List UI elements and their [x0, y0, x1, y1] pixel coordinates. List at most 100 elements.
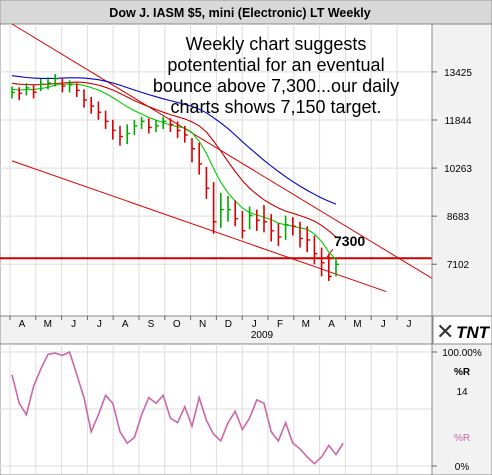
price-bar	[191, 138, 195, 163]
price-bar	[327, 253, 332, 282]
price-bar	[220, 192, 224, 228]
price-bar	[83, 89, 87, 108]
trendlines	[11, 23, 445, 293]
trendline-lower	[11, 160, 387, 293]
price-y-axis	[431, 23, 492, 317]
price-bar	[47, 77, 51, 90]
annotation-line: Weekly chart suggests	[186, 34, 367, 54]
price-bar	[162, 116, 167, 129]
price-bar	[140, 116, 145, 129]
price-bar	[212, 182, 217, 234]
price-bar	[54, 74, 59, 87]
trendline-upper	[11, 23, 445, 287]
x-tick-label: F	[277, 319, 283, 330]
price-bar	[18, 87, 23, 101]
price-bar	[184, 125, 188, 143]
price-bar	[270, 214, 275, 242]
price-y-ticks: 13425 11844 10263 8683 7102	[432, 68, 472, 271]
price-bar	[255, 209, 260, 231]
price-tick-label: 10263	[444, 164, 472, 175]
indicator-y-ticks: 100.00% %R 14 %R 0%	[432, 348, 482, 473]
price-bar	[176, 121, 181, 139]
indicator-gridlines	[0, 344, 432, 475]
price-bar	[299, 221, 303, 248]
tnt-logo: ✕ TNT	[432, 315, 492, 345]
x-tick-label: J	[252, 319, 257, 330]
price-bar	[148, 118, 152, 134]
price-tick-label: 7102	[447, 260, 470, 271]
x-tick-label: M	[44, 319, 52, 330]
price-bar	[205, 166, 210, 199]
indicator-tick-label: %R	[454, 433, 470, 444]
x-tick-label: A	[122, 319, 129, 330]
moving-averages	[11, 75, 337, 261]
ma-fast-line	[11, 83, 337, 261]
price-bar	[248, 206, 253, 230]
price-bar	[61, 78, 66, 93]
x-tick-label: M	[302, 319, 310, 330]
price-gridlines	[0, 24, 432, 316]
price-bar	[133, 119, 138, 136]
price-bar	[119, 125, 123, 146]
price-bar	[155, 119, 159, 132]
price-bar	[284, 215, 289, 240]
x-tick-label: N	[199, 319, 206, 330]
x-tick-label: J	[407, 319, 412, 330]
ma-slow-line	[11, 75, 337, 205]
price-bar	[169, 118, 174, 132]
price-bar	[39, 78, 44, 91]
williams-r-line	[11, 350, 344, 465]
price-bar	[263, 204, 267, 233]
price-bar	[277, 223, 282, 247]
indicator-tick-label: 100.00%	[442, 348, 482, 359]
price-bar	[320, 247, 325, 277]
price-bar	[234, 200, 239, 227]
annotation-line: charts shows 7,150 target.	[170, 97, 381, 117]
price-bar	[11, 86, 15, 99]
price-bar	[306, 226, 311, 253]
ma-mid-line	[11, 81, 337, 238]
annotation-line: bounce above 7,300...our daily	[153, 76, 399, 96]
price-bar	[104, 110, 109, 129]
x-tick-label: J	[71, 319, 76, 330]
annotation-line: potentential for an eventual	[167, 55, 384, 75]
indicator-y-axis	[431, 343, 492, 475]
chart-title: Dow J. IASM $5, mini (Electronic) LT Wee…	[109, 6, 370, 20]
indicator-tick-label: %R	[454, 367, 471, 378]
price-bar	[68, 80, 73, 93]
price-bar	[335, 259, 339, 277]
x-tick-label: J	[97, 319, 102, 330]
x-tick-label: S	[148, 319, 155, 330]
price-bar	[227, 195, 231, 222]
x-tick-label: A	[328, 319, 335, 330]
price-bar	[97, 101, 102, 120]
price-tick-label: 11844	[444, 116, 472, 127]
price-tick-label: 13425	[444, 68, 472, 79]
x-tick-label: J	[381, 319, 386, 330]
indicator-tick-label: 14	[456, 387, 468, 398]
price-bar	[90, 97, 95, 114]
price-bars	[11, 74, 339, 282]
indicator-tick-label: 0%	[455, 462, 470, 473]
price-tick-label: 8683	[447, 212, 470, 223]
price-bar	[126, 124, 131, 145]
x-year-label: 2009	[251, 330, 274, 341]
level-label-7300: 7300	[334, 233, 365, 249]
price-bar	[32, 84, 37, 99]
price-bar	[241, 211, 246, 239]
price-bar	[76, 83, 80, 97]
price-bar	[198, 142, 203, 175]
x-tick-label: M	[353, 319, 361, 330]
x-tick-label: O	[173, 319, 181, 330]
x-tick-label: D	[225, 319, 232, 330]
price-bar	[112, 119, 116, 140]
svg-text:✕: ✕	[436, 320, 454, 345]
price-bar	[313, 235, 318, 265]
logo-text: TNT	[456, 323, 491, 342]
x-tick-label: A	[19, 319, 26, 330]
x-axis	[0, 315, 433, 345]
